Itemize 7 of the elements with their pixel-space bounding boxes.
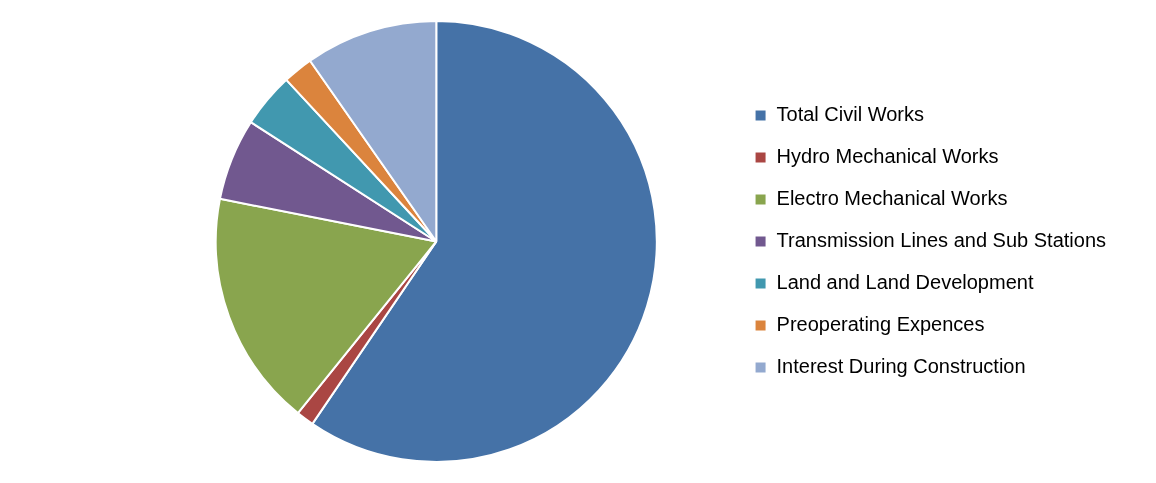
legend-label: Hydro Mechanical Works — [776, 145, 999, 168]
legend-label: Transmission Lines and Sub Stations — [776, 229, 1106, 252]
legend-label: Electro Mechanical Works — [776, 187, 1008, 210]
legend-label: Total Civil Works — [776, 103, 924, 126]
legend-label: Preoperating Expences — [776, 313, 985, 336]
legend-label: Land and Land Development — [776, 271, 1034, 294]
legend-label: Interest During Construction — [776, 355, 1026, 378]
